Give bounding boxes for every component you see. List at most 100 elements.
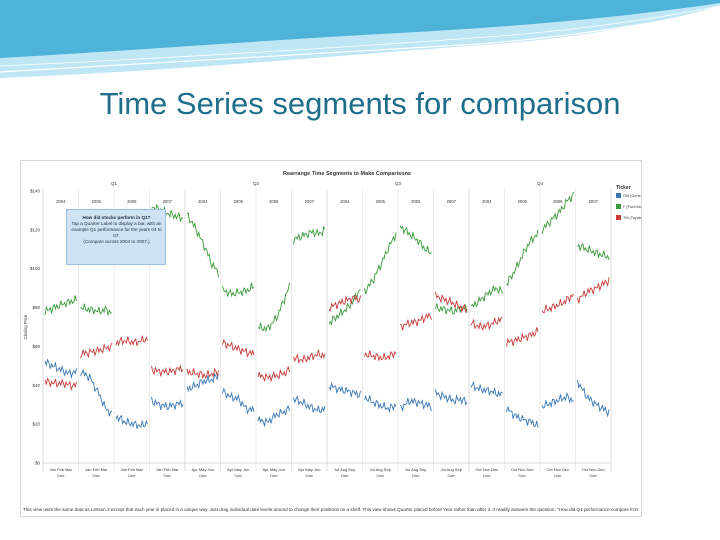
series-line-f [293,225,326,245]
y-tick-label: $40 [32,383,40,388]
x-month-label: Apr May Jun [192,467,214,472]
series-line-f [435,303,468,315]
x-month-label: Jan Feb Mar [121,467,144,472]
annotation-line: (Compare across 2004 to 2007.) [83,239,150,244]
x-date-label: Date [376,474,384,478]
header-wave-dark [0,0,720,58]
annotation-box: How did stocks perform in Q1? Tap a Quar… [66,209,166,265]
x-month-label: Apr May Jun [263,467,285,472]
series-line-tm [399,312,432,331]
x-month-label: Jan Feb Mar [50,467,73,472]
year-label: 2005 [518,199,528,204]
series-line-tm [541,293,574,313]
year-label: 2005 [92,199,102,204]
series-line-f [44,295,77,316]
series-line-tm [577,277,610,304]
y-tick-label: $80 [32,305,40,310]
series-line-gm [115,414,148,429]
x-date-label: Date [163,474,171,478]
x-date-label: Date [589,474,597,478]
legend-swatch [616,193,621,198]
series-line-gm [293,395,326,414]
series-line-tm [364,350,397,362]
line-chart: Rearrange Time Segments to Make Comparis… [23,171,641,478]
legend-label: F (Ford Motor) [623,205,641,209]
x-date-label: Date [483,474,491,478]
series-line-f [80,303,113,316]
year-label: 2007 [447,199,457,204]
year-label: 2007 [163,199,173,204]
chart-container: Rearrange Time Segments to Make Comparis… [20,160,642,517]
x-date-label: Date [199,474,207,478]
series-line-gm [80,368,113,417]
legend-label: TM (Toyota Motor) [623,216,641,220]
annotation-line: How did stocks perform in Q1? [82,215,151,220]
x-month-label: Oct Nov Dec [475,467,498,472]
series-line-f [577,242,610,261]
year-label: 2004 [340,199,350,204]
series-line-gm [541,391,574,409]
legend-label: GM (General Motors) [623,194,641,198]
series-line-tm [222,338,255,358]
x-date-label: Date [234,474,242,478]
year-label: 2006 [127,199,137,204]
x-date-label: Date [554,474,562,478]
series-line-f [257,282,290,333]
series-line-tm [435,291,468,314]
x-date-label: Date [412,474,420,478]
series-line-gm [577,379,610,418]
annotation-line: Tap a Quarter Label to display a bar, wi… [71,221,162,226]
quarter-header: Q2 [253,181,260,186]
series-line-tm [328,294,361,312]
year-label: 2007 [589,199,599,204]
chart-title: Rearrange Time Segments to Make Comparis… [283,171,411,177]
series-line-tm [186,367,219,380]
year-label: 2005 [234,199,244,204]
x-month-label: Jul Aug Sep [405,467,427,472]
x-date-label: Date [305,474,313,478]
series-line-gm [151,396,184,411]
legend-swatch [616,204,621,209]
series-line-tm [293,349,326,364]
slide-title: Time Series segments for comparison [99,86,621,121]
legend-title: Ticker [616,185,631,191]
x-month-label: Jan Feb Mar [85,467,108,472]
series-line-tm [151,364,184,377]
x-month-label: Jul Aug Sep [334,467,356,472]
x-date-label: Date [92,474,100,478]
series-line-tm [80,342,113,359]
x-date-label: Date [128,474,136,478]
y-axis-label: Closing Price [23,314,28,339]
series-line-tm [115,335,148,347]
series-line-f [541,191,574,234]
series-line-gm [44,358,77,379]
x-month-label: Oct Nov Dec [546,467,569,472]
year-label: 2007 [305,199,315,204]
series-line-gm [470,380,503,398]
series-line-f [364,232,397,295]
series-line-f [151,203,184,223]
y-tick-label: $100 [30,266,41,271]
series-line-tm [506,327,539,347]
quarter-header: Q4 [537,181,544,186]
x-month-label: Oct Nov Dec [511,467,534,472]
legend-swatch [616,215,621,220]
series-line-gm [328,381,361,399]
year-label: 2004 [56,199,66,204]
y-tick-label: $20 [32,422,40,427]
quarter-header: Q1 [111,181,118,186]
x-date-label: Date [57,474,65,478]
x-month-label: Apr May Jun [298,467,320,472]
year-label: 2006 [553,199,563,204]
series-line-gm [364,394,397,414]
x-month-label: Jan Feb Mar [156,467,179,472]
year-label: 2004 [198,199,208,204]
x-month-label: Apr May Jun [227,467,249,472]
year-label: 2005 [376,199,386,204]
series-line-f [470,285,503,308]
year-label: 2004 [482,199,492,204]
series-line-f [328,289,361,326]
y-tick-label: $140 [30,189,41,194]
series-line-gm [435,389,468,407]
